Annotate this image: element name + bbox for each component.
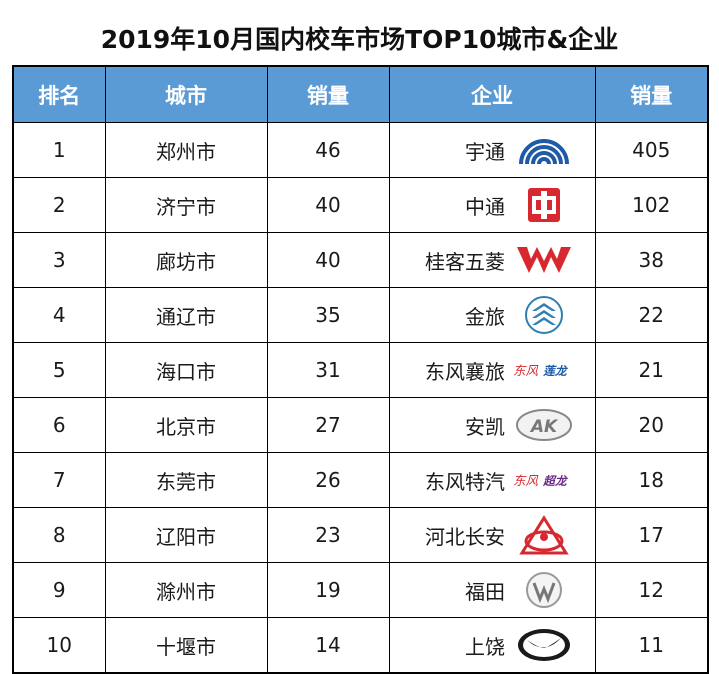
page-title: 2019年10月国内校车市场TOP10城市&企业	[100, 25, 619, 54]
city-sales-cell: 19	[266, 562, 390, 618]
company-cell: 桂客五菱	[388, 232, 596, 288]
rank-cell: 4	[12, 287, 106, 343]
table-row: 10 十堰市 14 上饶 11	[12, 617, 709, 674]
header-city: 城市	[104, 65, 268, 123]
company-sales-cell: 38	[594, 232, 709, 288]
city-cell: 滁州市	[104, 562, 268, 618]
company-cell: 上饶	[388, 617, 596, 674]
city-sales-cell: 27	[266, 397, 390, 453]
rank-cell: 7	[12, 452, 106, 508]
company-cell: 宇通	[388, 122, 596, 178]
city-sales-cell: 26	[266, 452, 390, 508]
city-sales-cell: 40	[266, 177, 390, 233]
company-name: 金旅	[465, 304, 505, 329]
rank-cell: 9	[12, 562, 106, 618]
city-cell: 郑州市	[104, 122, 268, 178]
svg-text:东风: 东风	[513, 473, 539, 488]
header-city-sales: 销量	[266, 65, 390, 123]
city-sales-cell: 35	[266, 287, 390, 343]
company-sales-cell: 22	[594, 287, 709, 343]
city-cell: 海口市	[104, 342, 268, 398]
company-cell: 中通	[388, 177, 596, 233]
foton-logo-icon	[513, 570, 575, 610]
company-name: 桂客五菱	[425, 249, 505, 274]
rank-cell: 1	[12, 122, 106, 178]
city-cell: 济宁市	[104, 177, 268, 233]
company-name: 福田	[465, 579, 505, 604]
company-name: 河北长安	[425, 524, 505, 549]
ankai-logo-icon: AK	[513, 405, 575, 445]
rank-cell: 5	[12, 342, 106, 398]
changan-logo-icon	[513, 515, 575, 555]
city-cell: 通辽市	[104, 287, 268, 343]
wuling-logo-icon	[513, 240, 575, 280]
svg-text:AK: AK	[529, 417, 559, 437]
zhongtong-logo-icon	[513, 185, 575, 225]
table-row: 4 通辽市 35 金旅 22	[12, 287, 709, 343]
company-sales-cell: 405	[594, 122, 709, 178]
city-sales-cell: 23	[266, 507, 390, 563]
ranking-table: 排名 城市 销量 企业 销量 1 郑州市 46 宇通 405 2 济宁市 40 …	[12, 65, 709, 674]
company-name: 东风襄旅	[425, 359, 505, 384]
rank-cell: 2	[12, 177, 106, 233]
company-sales-cell: 12	[594, 562, 709, 618]
rank-cell: 10	[12, 617, 106, 674]
city-sales-cell: 40	[266, 232, 390, 288]
company-sales-cell: 18	[594, 452, 709, 508]
golden-dragon-logo-icon	[513, 295, 575, 335]
company-cell: 河北长安	[388, 507, 596, 563]
city-cell: 辽阳市	[104, 507, 268, 563]
dongfeng-chaolong-logo-icon: 东风 超龙	[513, 460, 575, 500]
company-cell: 东风特汽 东风 超龙	[388, 452, 596, 508]
company-sales-cell: 21	[594, 342, 709, 398]
table-row: 3 廊坊市 40 桂客五菱 38	[12, 232, 709, 288]
city-cell: 北京市	[104, 397, 268, 453]
company-cell: 金旅	[388, 287, 596, 343]
rank-cell: 3	[12, 232, 106, 288]
company-sales-cell: 11	[594, 617, 709, 674]
table-row: 6 北京市 27 安凯 AK 20	[12, 397, 709, 453]
company-sales-cell: 20	[594, 397, 709, 453]
city-sales-cell: 31	[266, 342, 390, 398]
company-name: 宇通	[465, 139, 505, 164]
shangrao-logo-icon	[513, 625, 575, 665]
company-name: 东风特汽	[425, 469, 505, 494]
city-cell: 十堰市	[104, 617, 268, 674]
company-sales-cell: 102	[594, 177, 709, 233]
table-row: 2 济宁市 40 中通 102	[12, 177, 709, 233]
company-name: 上饶	[465, 634, 505, 659]
company-name: 安凯	[465, 414, 505, 439]
svg-text:超龙: 超龙	[542, 474, 569, 488]
company-name: 中通	[465, 194, 505, 219]
city-sales-cell: 46	[266, 122, 390, 178]
company-cell: 安凯 AK	[388, 397, 596, 453]
svg-text:莲龙: 莲龙	[543, 364, 569, 378]
yutong-logo-icon	[513, 130, 575, 170]
table-row: 8 辽阳市 23 河北长安 17	[12, 507, 709, 563]
dongfeng-balong-logo-icon: 东风 莲龙	[513, 350, 575, 390]
header-company-sales: 销量	[594, 65, 709, 123]
rank-cell: 6	[12, 397, 106, 453]
header-company: 企业	[388, 65, 596, 123]
city-cell: 东莞市	[104, 452, 268, 508]
table-row: 1 郑州市 46 宇通 405	[12, 122, 709, 178]
city-cell: 廊坊市	[104, 232, 268, 288]
company-cell: 东风襄旅 东风 莲龙	[388, 342, 596, 398]
header-rank: 排名	[12, 65, 106, 123]
table-row: 7 东莞市 26 东风特汽 东风 超龙 18	[12, 452, 709, 508]
table-row: 5 海口市 31 东风襄旅 东风 莲龙 21	[12, 342, 709, 398]
svg-text:东风: 东风	[513, 363, 539, 378]
rank-cell: 8	[12, 507, 106, 563]
table-row: 9 滁州市 19 福田 12	[12, 562, 709, 618]
company-cell: 福田	[388, 562, 596, 618]
table-header-row: 排名 城市 销量 企业 销量	[12, 65, 709, 123]
city-sales-cell: 14	[266, 617, 390, 674]
company-sales-cell: 17	[594, 507, 709, 563]
